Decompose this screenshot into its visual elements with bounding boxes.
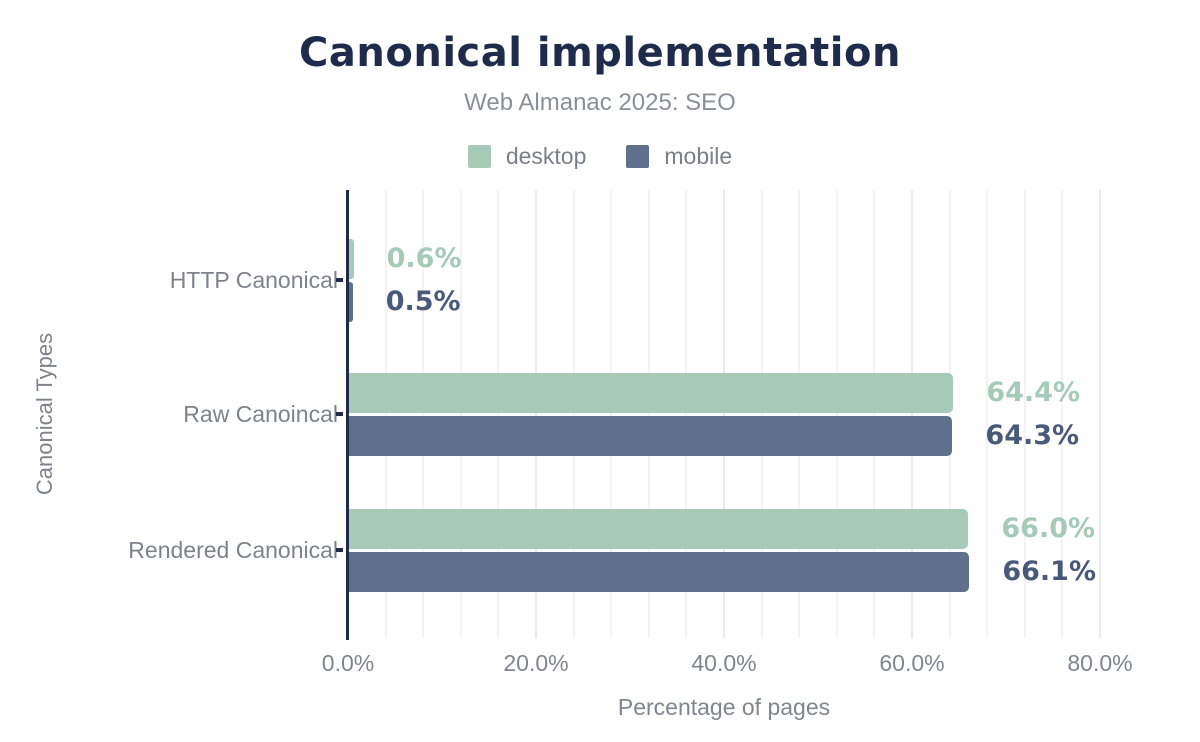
minor-gridline xyxy=(497,190,500,638)
legend-label-desktop: desktop xyxy=(505,143,587,169)
legend-label-mobile: mobile xyxy=(664,143,733,169)
value-label-mobile: 0.5% xyxy=(385,285,461,317)
x-tick-label: 60.0% xyxy=(879,650,945,676)
bar-desktop xyxy=(348,372,954,413)
minor-gridline xyxy=(835,190,838,638)
value-label-mobile: 64.3% xyxy=(985,419,1080,451)
minor-gridline xyxy=(760,190,763,638)
major-gridline xyxy=(723,190,725,638)
minor-gridline xyxy=(572,190,575,638)
minor-gridline xyxy=(384,190,387,638)
minor-gridline xyxy=(459,190,462,638)
bar-desktop xyxy=(348,508,969,549)
minor-gridline xyxy=(798,190,801,638)
legend-item-mobile: mobile xyxy=(626,143,732,170)
bar-desktop xyxy=(348,238,354,279)
bar-mobile xyxy=(348,551,970,592)
chart-title: Canonical implementation xyxy=(299,30,901,76)
y-axis-tick xyxy=(336,548,343,552)
minor-gridline xyxy=(948,190,951,638)
y-axis-tick xyxy=(336,278,343,282)
chart-subtitle: Web Almanac 2025: SEO xyxy=(464,89,736,116)
major-gridline xyxy=(911,190,913,638)
x-tick-label: 80.0% xyxy=(1067,650,1133,676)
minor-gridline xyxy=(685,190,688,638)
major-gridline xyxy=(535,190,537,638)
category-label: Rendered Canonical xyxy=(128,537,338,563)
value-label-desktop: 64.4% xyxy=(986,376,1081,408)
minor-gridline xyxy=(873,190,876,638)
legend: desktop mobile xyxy=(0,143,1200,170)
value-label-desktop: 0.6% xyxy=(386,242,462,274)
category-label: Raw Canoincal xyxy=(183,401,338,427)
value-label-desktop: 66.0% xyxy=(1001,512,1096,544)
category-label: HTTP Canonical xyxy=(169,267,338,293)
x-tick-label: 0.0% xyxy=(321,650,375,676)
minor-gridline xyxy=(647,190,650,638)
y-axis-line xyxy=(346,190,349,640)
minor-gridline xyxy=(610,190,613,638)
bar-mobile xyxy=(348,281,353,322)
minor-gridline xyxy=(986,190,989,638)
minor-gridline xyxy=(1023,190,1026,638)
x-tick-label: 40.0% xyxy=(691,650,757,676)
legend-item-desktop: desktop xyxy=(467,143,587,170)
y-axis-tick xyxy=(336,412,343,416)
major-gridline xyxy=(1099,190,1101,638)
x-tick-label: 20.0% xyxy=(503,650,569,676)
x-axis-title: Percentage of pages xyxy=(617,694,831,720)
legend-swatch-mobile xyxy=(626,145,650,168)
minor-gridline xyxy=(422,190,425,638)
legend-swatch-desktop xyxy=(467,145,491,168)
bar-mobile xyxy=(348,415,953,456)
value-label-mobile: 66.1% xyxy=(1002,555,1096,587)
plot-area xyxy=(348,190,1101,638)
minor-gridline xyxy=(1061,190,1064,638)
